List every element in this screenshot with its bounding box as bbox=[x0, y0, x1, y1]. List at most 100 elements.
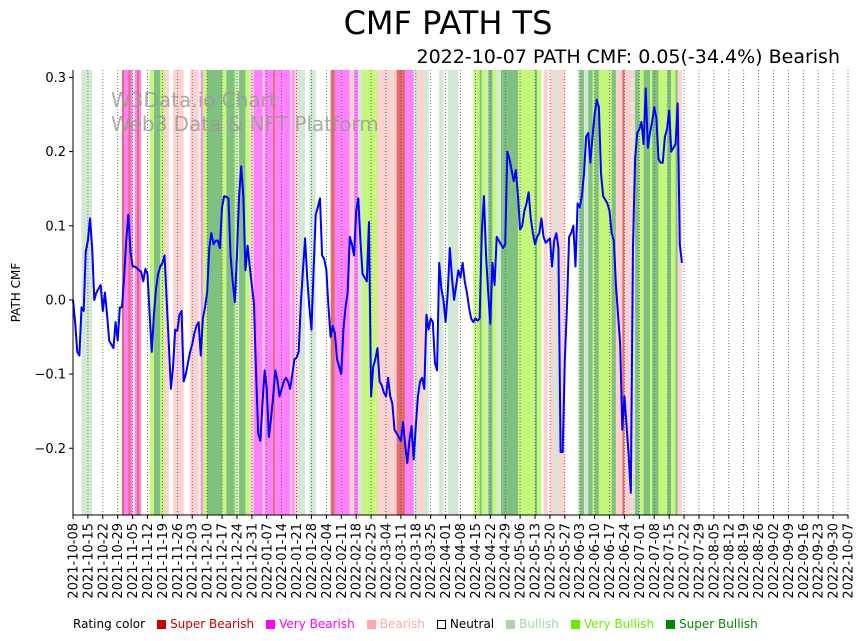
rating-band bbox=[549, 70, 555, 515]
series-layer bbox=[72, 87, 683, 494]
x-tick-label: 2021-11-05 bbox=[126, 523, 141, 599]
rating-band bbox=[149, 70, 154, 515]
rating-band bbox=[486, 70, 489, 515]
rating-band bbox=[202, 70, 208, 515]
rating-band bbox=[136, 70, 140, 515]
rating-band bbox=[190, 70, 199, 515]
rating-band bbox=[417, 70, 425, 515]
legend-swatch bbox=[570, 619, 580, 629]
x-tick-label: 2021-12-17 bbox=[216, 523, 231, 599]
rating-band bbox=[554, 70, 559, 515]
y-tick-label: −0.1 bbox=[34, 368, 66, 383]
rating-band bbox=[671, 70, 676, 515]
series-line bbox=[72, 87, 683, 494]
rating-band bbox=[330, 70, 335, 515]
legend-item: Super Bearish bbox=[157, 617, 254, 631]
watermark-line-1: W3Data.io Chart bbox=[111, 88, 277, 112]
x-ticks: 2021-10-08 2021-10-15 2021-10-22 2021-10-29… bbox=[67, 515, 857, 599]
rating-band bbox=[262, 70, 265, 515]
watermark: W3Data.io Chart Web3 Data & NFT Platform bbox=[111, 88, 379, 136]
x-tick-label: 2021-12-10 bbox=[201, 523, 216, 599]
x-tick-label: 2022-03-25 bbox=[424, 523, 439, 599]
rating-band bbox=[173, 70, 184, 515]
x-tick-label: 2022-05-13 bbox=[529, 523, 544, 599]
rating-band bbox=[292, 70, 295, 515]
rating-band bbox=[622, 70, 625, 515]
y-axis-label: PATH CMF bbox=[9, 263, 23, 323]
rating-band bbox=[200, 70, 203, 515]
x-tick-label: 2022-01-21 bbox=[290, 523, 305, 599]
x-tick-label: 2021-12-31 bbox=[245, 523, 260, 599]
rating-band bbox=[558, 70, 565, 515]
rating-band bbox=[473, 70, 480, 515]
rating-band bbox=[207, 70, 214, 515]
x-tick-label: 2021-10-29 bbox=[111, 523, 126, 599]
rating-band bbox=[153, 70, 161, 515]
rating-band bbox=[124, 70, 129, 515]
rating-band bbox=[543, 70, 548, 515]
x-tick-label: 2022-02-11 bbox=[335, 523, 350, 599]
rating-band bbox=[626, 70, 633, 515]
x-tick-label: 2021-11-12 bbox=[141, 523, 156, 599]
y-tick-label: 0.0 bbox=[45, 293, 66, 308]
rating-band bbox=[273, 70, 276, 515]
legend-label: Very Bullish bbox=[583, 617, 655, 631]
x-tick-label: 2022-08-05 bbox=[707, 523, 722, 599]
x-tick-label: 2022-05-06 bbox=[514, 523, 529, 599]
rating-band bbox=[643, 70, 650, 515]
x-tick-label: 2022-09-16 bbox=[797, 523, 812, 599]
rating-band bbox=[577, 70, 580, 515]
legend-label: Super Bearish bbox=[170, 617, 255, 631]
rating-band bbox=[213, 70, 223, 515]
x-tick-label: 2022-07-15 bbox=[663, 523, 678, 599]
rating-band bbox=[492, 70, 497, 515]
rating-band bbox=[128, 70, 131, 515]
x-tick-label: 2021-10-15 bbox=[81, 523, 96, 599]
rating-band bbox=[658, 70, 668, 515]
legend-item: Very Bullish bbox=[570, 617, 655, 631]
rating-band bbox=[239, 70, 246, 515]
chart-subtitle: 2022-10-07 PATH CMF: 0.05(-34.4%) Bearis… bbox=[416, 46, 841, 68]
x-tick-label: 2022-06-24 bbox=[618, 523, 633, 599]
legend-item: Bearish bbox=[366, 617, 425, 631]
rating-band bbox=[588, 70, 593, 515]
legend-label: Neutral bbox=[449, 617, 495, 631]
rating-legend: Rating color Super Bearish Very Bearish Be… bbox=[73, 617, 758, 631]
rating-band bbox=[377, 70, 380, 515]
rating-band bbox=[594, 70, 599, 515]
rating-band bbox=[615, 70, 623, 515]
legend-item: Neutral bbox=[436, 617, 495, 631]
x-tick-label: 2021-10-08 bbox=[67, 523, 82, 599]
x-tick-label: 2022-02-04 bbox=[320, 523, 335, 599]
legend-label: Bearish bbox=[379, 617, 425, 631]
rating-band bbox=[632, 70, 636, 515]
legend-title: Rating color bbox=[73, 617, 146, 631]
rating-band bbox=[592, 70, 595, 515]
rating-band bbox=[349, 70, 355, 515]
x-tick-label: 2021-12-03 bbox=[186, 523, 201, 599]
x-tick-label: 2021-11-26 bbox=[171, 523, 186, 599]
rating-band bbox=[81, 70, 93, 515]
rating-band bbox=[134, 70, 137, 515]
x-tick-label: 2022-07-08 bbox=[648, 523, 663, 599]
x-tick-label: 2022-09-09 bbox=[782, 523, 797, 599]
rating-band bbox=[139, 70, 142, 515]
legend-label: Super Bullish bbox=[679, 617, 758, 631]
x-tick-label: 2022-03-04 bbox=[379, 523, 394, 599]
x-tick-label: 2022-04-29 bbox=[499, 523, 514, 599]
y-tick-label: −0.2 bbox=[34, 442, 66, 457]
rating-band bbox=[500, 70, 518, 515]
rating-band bbox=[379, 70, 389, 515]
x-tick-label: 2021-12-24 bbox=[230, 523, 245, 599]
rating-band bbox=[517, 70, 536, 515]
rating-band bbox=[264, 70, 274, 515]
x-tick-label: 2022-01-14 bbox=[275, 523, 290, 599]
x-tick-label: 2022-08-19 bbox=[737, 523, 752, 599]
rating-band bbox=[424, 70, 429, 515]
x-tick-label: 2022-04-15 bbox=[469, 523, 484, 599]
x-tick-label: 2022-06-03 bbox=[573, 523, 588, 599]
legend-label: Bullish bbox=[519, 617, 559, 631]
y-tick-label: 0.2 bbox=[45, 145, 66, 160]
x-tick-label: 2022-10-07 bbox=[842, 523, 857, 599]
